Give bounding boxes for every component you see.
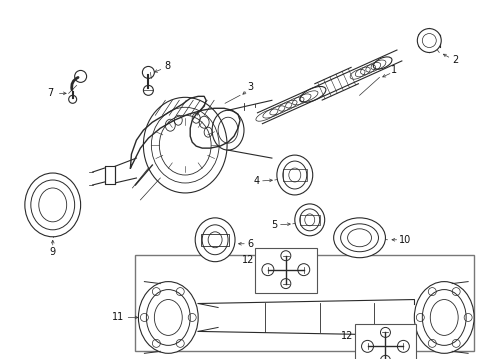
Text: 8: 8 bbox=[164, 62, 170, 71]
Bar bbox=[104, 166, 114, 184]
Bar bbox=[299, 215, 319, 225]
Ellipse shape bbox=[195, 218, 235, 262]
Ellipse shape bbox=[416, 28, 440, 53]
Bar bbox=[254, 248, 316, 293]
Text: 12: 12 bbox=[241, 255, 254, 265]
Text: 10: 10 bbox=[398, 235, 411, 245]
Ellipse shape bbox=[138, 282, 198, 353]
Bar bbox=[282, 169, 306, 181]
Text: 1: 1 bbox=[390, 66, 397, 76]
Bar bbox=[354, 324, 415, 360]
Ellipse shape bbox=[25, 173, 81, 237]
Polygon shape bbox=[130, 96, 240, 168]
Bar bbox=[201, 234, 228, 246]
Text: 11: 11 bbox=[112, 312, 124, 323]
Text: 6: 6 bbox=[246, 239, 252, 249]
Text: 7: 7 bbox=[47, 88, 54, 98]
Text: 12: 12 bbox=[341, 332, 353, 341]
Text: 5: 5 bbox=[270, 220, 276, 230]
Text: 3: 3 bbox=[246, 82, 252, 93]
Text: 9: 9 bbox=[50, 247, 56, 257]
Text: 2: 2 bbox=[451, 55, 457, 66]
Ellipse shape bbox=[276, 155, 312, 195]
Ellipse shape bbox=[413, 282, 473, 353]
Ellipse shape bbox=[333, 218, 385, 258]
Text: 4: 4 bbox=[253, 176, 260, 186]
Ellipse shape bbox=[294, 204, 324, 236]
Bar bbox=[135, 255, 473, 351]
